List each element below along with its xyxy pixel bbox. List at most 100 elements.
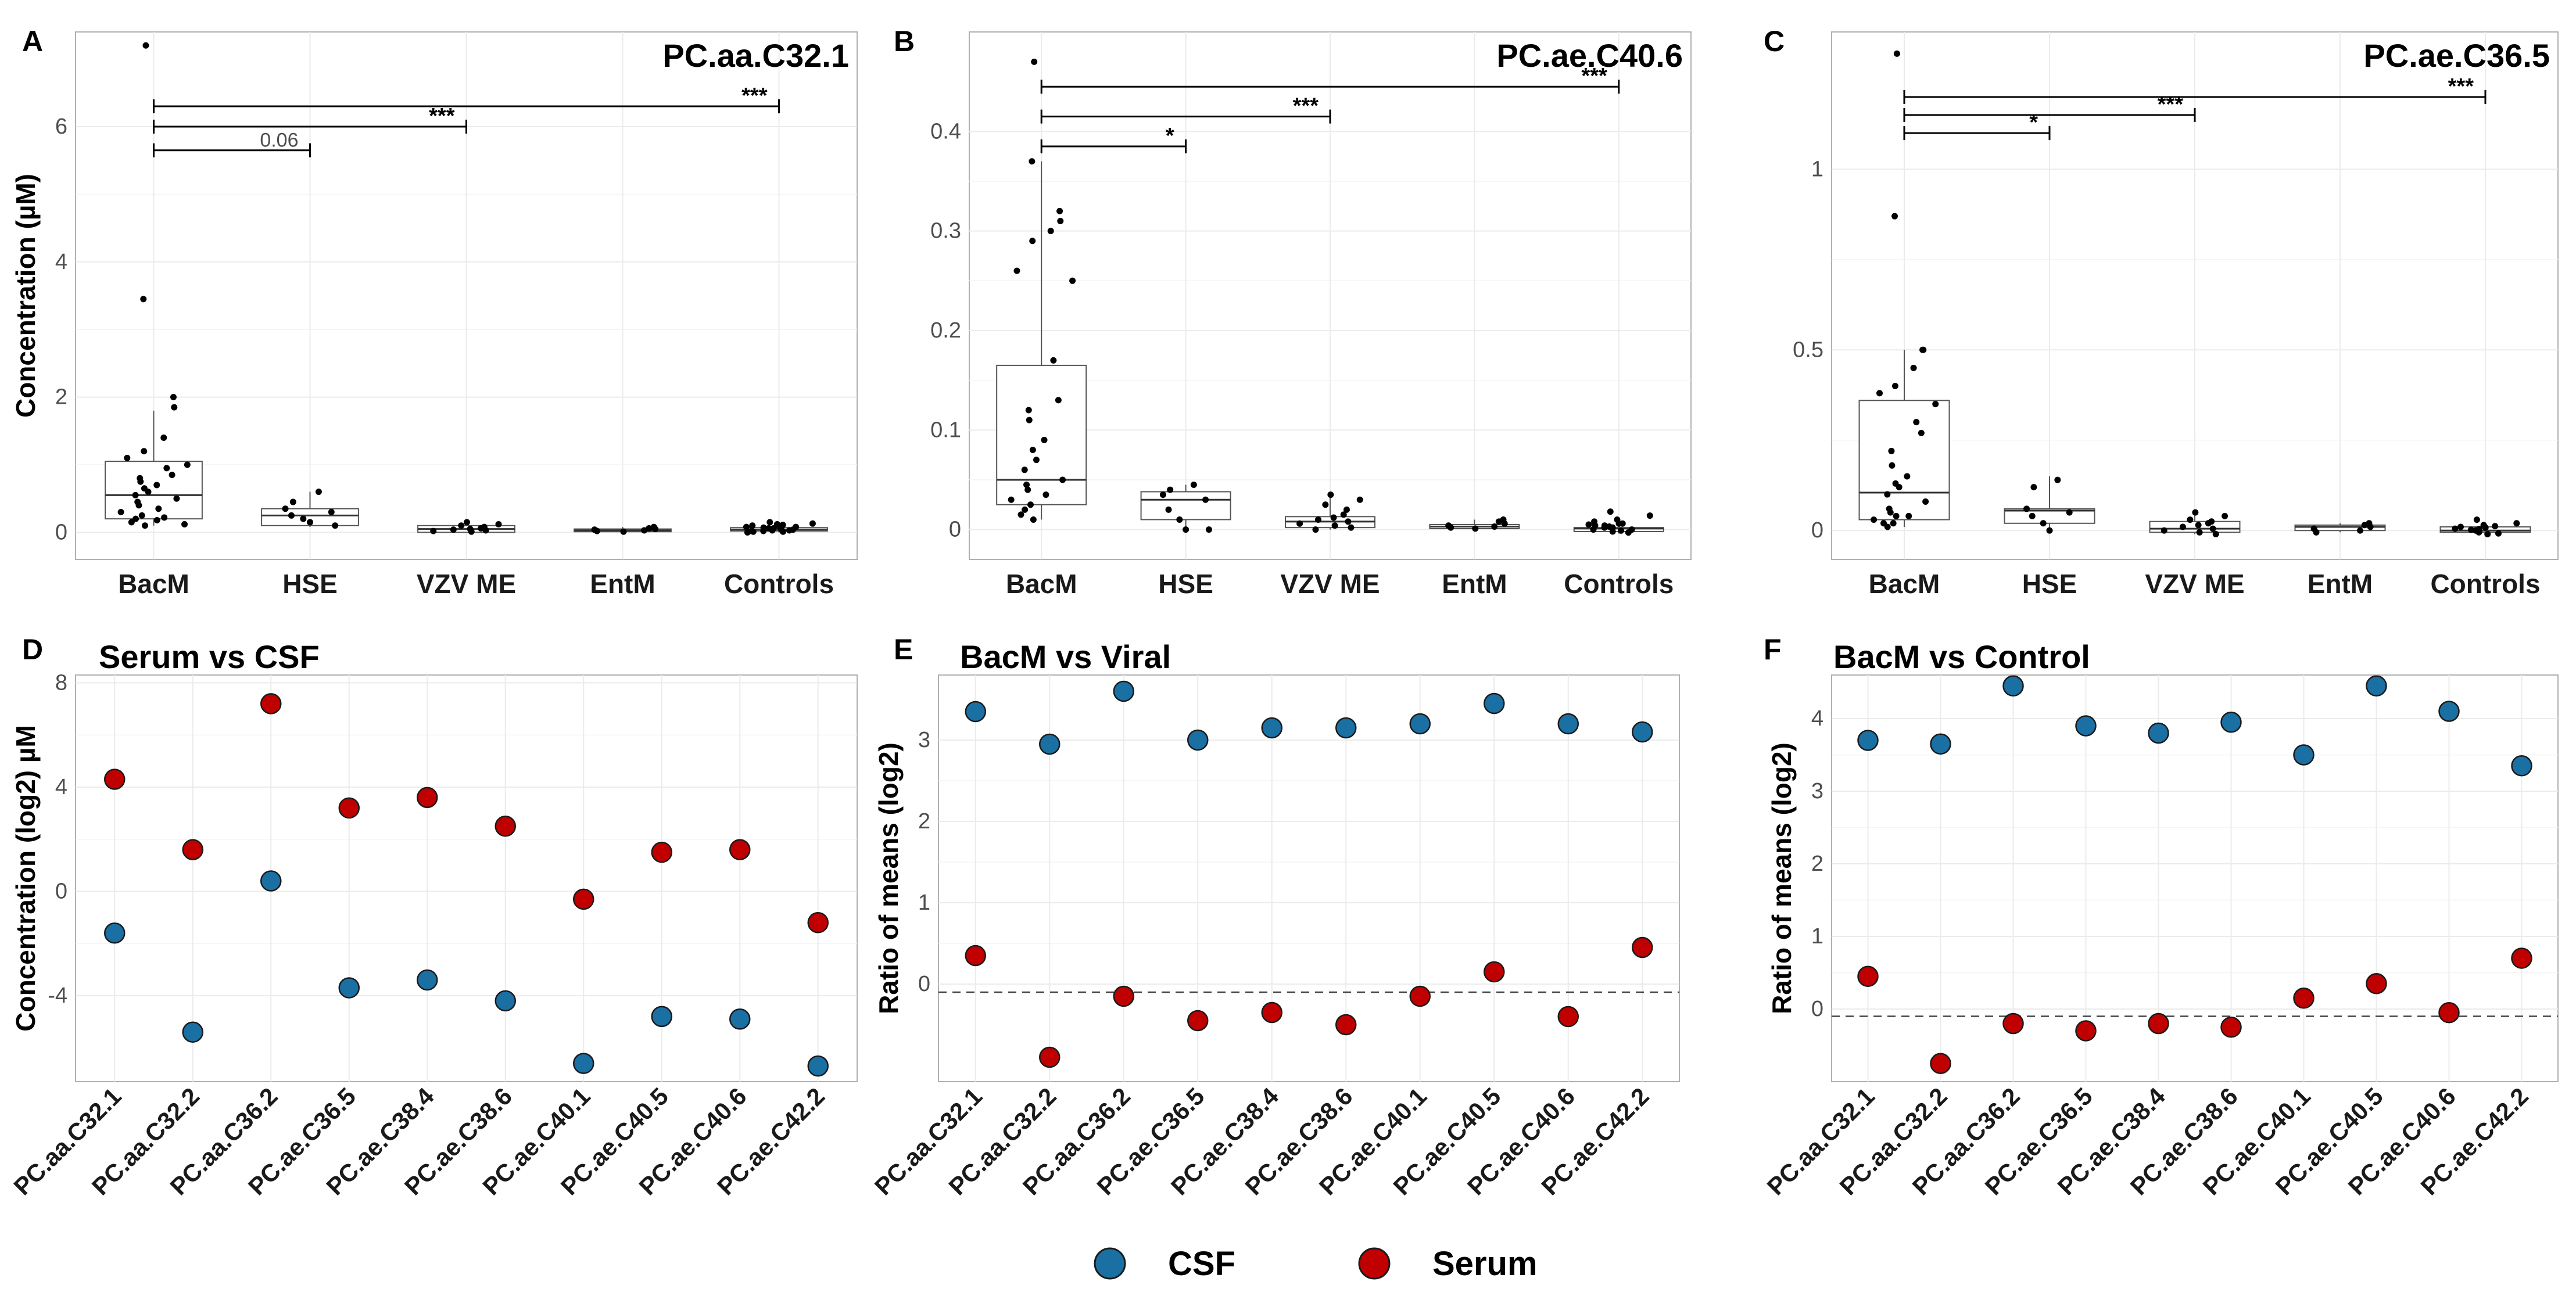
data-point (2473, 516, 2480, 523)
significance-label: * (2029, 110, 2038, 135)
data-point (1930, 1053, 1951, 1074)
y-tick-label: 1 (1811, 924, 1823, 949)
data-point (1922, 498, 1929, 505)
data-point (1031, 58, 1038, 65)
data-point (2220, 712, 2242, 733)
y-tick-label: 6 (55, 114, 67, 139)
data-point (482, 527, 489, 534)
data-point (1202, 496, 1209, 503)
x-tick-label: BacM (1869, 569, 1940, 599)
panel-title: BacM vs Viral (960, 638, 1171, 675)
y-axis-title: Concentration (µM) (10, 174, 41, 418)
panel-title: PC.ae.C40.6 (1496, 37, 1683, 74)
panel-letter: F (1764, 633, 1782, 666)
data-point (1891, 382, 1898, 389)
data-point (2220, 1017, 2242, 1038)
data-point (1022, 506, 1029, 513)
data-point (1857, 730, 1879, 751)
data-point (495, 990, 516, 1012)
data-point (495, 816, 516, 837)
data-point (1585, 521, 1592, 528)
data-point (1008, 496, 1015, 503)
data-point (170, 394, 177, 401)
significance-label: *** (2448, 74, 2474, 99)
data-point (2002, 1013, 2024, 1035)
significance-label: *** (429, 104, 455, 128)
data-point (1335, 717, 1357, 739)
data-point (1557, 1006, 1579, 1028)
box-controls (1573, 508, 1664, 536)
data-point (1557, 713, 1579, 735)
data-point (1618, 527, 1625, 534)
data-point (2196, 529, 2203, 536)
data-point (2495, 530, 2502, 537)
data-point (141, 448, 148, 455)
y-axis-title: Concentration (log2) µM (10, 725, 41, 1031)
data-point (2192, 509, 2199, 516)
data-point (1047, 228, 1054, 235)
significance-label: *** (741, 84, 768, 108)
data-point (2457, 523, 2464, 530)
data-point (807, 1055, 829, 1077)
data-point (1592, 522, 1599, 529)
data-point (1601, 524, 1608, 531)
panel-title: BacM vs Control (1833, 638, 2090, 675)
x-tick-label: VZV ME (2145, 569, 2244, 599)
data-point (573, 1053, 594, 1074)
data-point (1356, 496, 1363, 503)
data-point (161, 514, 168, 521)
data-point (1920, 346, 1927, 353)
box-controls (2439, 516, 2531, 537)
data-point (2075, 1020, 2097, 1042)
box-hse (1140, 482, 1231, 533)
data-point (1495, 518, 1502, 525)
data-point (128, 519, 135, 526)
y-tick-label: 0 (949, 518, 961, 542)
data-point (1871, 516, 1878, 523)
data-point (1327, 491, 1334, 498)
data-point (1187, 1010, 1209, 1032)
y-tick-label: 1 (918, 891, 930, 915)
data-point (965, 701, 986, 723)
data-point (1340, 511, 1347, 518)
series-csf (104, 870, 829, 1077)
data-point (2161, 527, 2167, 534)
data-point (1055, 397, 1062, 404)
plot-frame (938, 674, 1680, 1082)
y-axis-title: Ratio of means (log2) (1767, 742, 1797, 1014)
y-tick-label: 2 (918, 809, 930, 834)
data-point (786, 527, 793, 534)
series-csf (1857, 675, 2532, 777)
data-point (1315, 516, 1322, 523)
significance-label: * (1166, 124, 1174, 148)
data-point (458, 522, 465, 529)
data-point (1409, 985, 1431, 1007)
panel-letter: E (894, 633, 913, 666)
data-point (1039, 1046, 1061, 1068)
data-point (2366, 675, 2387, 697)
data-point (1345, 518, 1352, 525)
data-point (652, 526, 659, 533)
significance-bracket: *** (1903, 74, 2487, 104)
data-point (2357, 527, 2364, 534)
box-entm (2294, 520, 2386, 536)
data-point (417, 787, 438, 809)
data-point (2187, 516, 2194, 523)
data-point (145, 489, 152, 496)
data-point (1646, 512, 1653, 519)
data-point (1888, 447, 1895, 454)
data-point (1607, 508, 1614, 515)
data-point (2366, 973, 2387, 995)
significance-bracket: *** (153, 104, 467, 134)
data-point (1176, 516, 1183, 523)
data-point (1880, 520, 1887, 527)
data-point (1041, 436, 1048, 443)
panel-f: 0 1 2 3 4 F BacM vs Control Ratio of means (log… (1762, 633, 2559, 1200)
data-point (1501, 520, 1508, 527)
data-point (338, 797, 360, 819)
data-point (744, 529, 751, 536)
data-point (2075, 715, 2097, 737)
box-bacm (1858, 50, 1950, 530)
data-point (463, 519, 470, 526)
data-point (1491, 523, 1498, 530)
